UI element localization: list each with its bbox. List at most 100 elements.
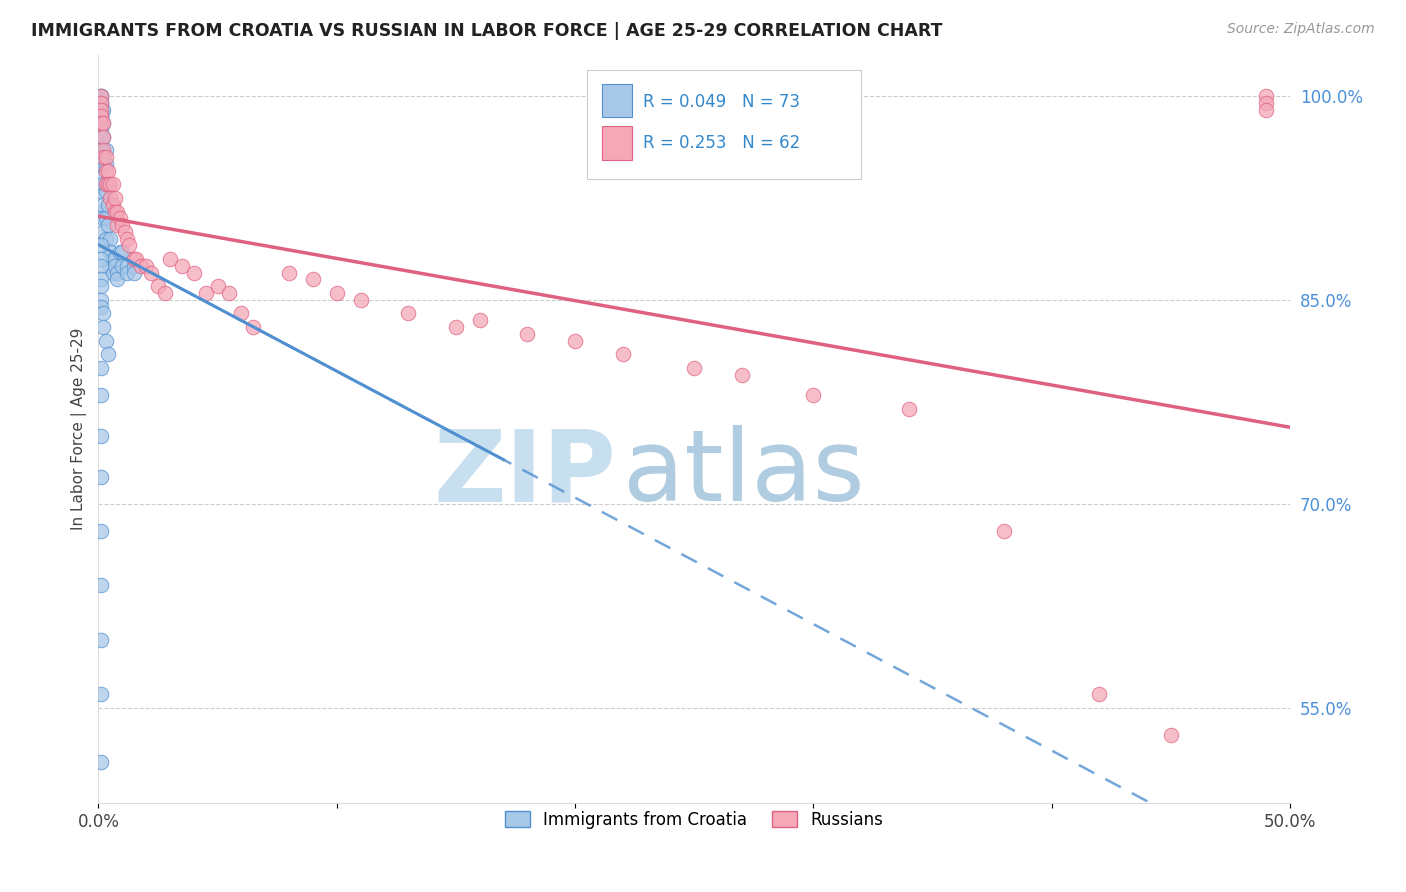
Text: Source: ZipAtlas.com: Source: ZipAtlas.com (1227, 22, 1375, 37)
Text: R = 0.049   N = 73: R = 0.049 N = 73 (643, 93, 800, 111)
Point (122, 259, 145, 273)
Point (94, 334, 117, 348)
Point (94, 150, 117, 164)
Point (94, 211, 117, 226)
Point (683, 360, 706, 375)
Point (98, 232, 121, 246)
Point (1256, 95, 1278, 110)
Point (90, 687, 112, 701)
Point (90, 109, 112, 123)
Point (516, 326, 538, 341)
Point (153, 286, 176, 301)
Text: R = 0.253   N = 62: R = 0.253 N = 62 (643, 135, 800, 153)
Point (104, 259, 127, 273)
Text: ZIP: ZIP (434, 425, 617, 523)
Point (94, 157, 117, 171)
Point (90, 89, 112, 103)
Point (90, 469, 112, 483)
Point (115, 259, 138, 273)
Point (101, 197, 124, 211)
Point (90, 252, 112, 266)
Point (1088, 687, 1111, 701)
Point (207, 279, 229, 293)
Y-axis label: In Labor Force | Age 25-29: In Labor Force | Age 25-29 (72, 328, 87, 530)
Point (90, 129, 112, 144)
Point (91, 157, 114, 171)
Point (612, 347, 634, 361)
Point (183, 266, 205, 280)
Point (90, 105, 112, 120)
Point (104, 204, 127, 219)
Point (108, 211, 131, 226)
Point (91, 197, 114, 211)
Point (146, 279, 169, 293)
Point (125, 252, 148, 266)
Point (107, 266, 129, 280)
Point (170, 259, 193, 273)
Point (90, 204, 112, 219)
Point (90, 123, 112, 137)
Point (91, 225, 114, 239)
Point (731, 368, 754, 382)
FancyBboxPatch shape (603, 84, 633, 117)
Point (90, 524, 112, 538)
Point (468, 313, 491, 327)
Point (122, 266, 145, 280)
Point (90, 259, 112, 273)
Text: IMMIGRANTS FROM CROATIA VS RUSSIAN IN LABOR FORCE | AGE 25-29 CORRELATION CHART: IMMIGRANTS FROM CROATIA VS RUSSIAN IN LA… (31, 22, 942, 40)
Point (90, 106, 112, 120)
Point (122, 252, 145, 266)
Point (101, 266, 124, 280)
Point (194, 286, 217, 301)
FancyBboxPatch shape (603, 126, 633, 160)
Point (90, 279, 112, 293)
Point (90, 116, 112, 130)
Point (94, 232, 117, 246)
Point (90, 755, 112, 769)
Point (231, 306, 253, 320)
Point (94, 178, 117, 192)
Point (90, 429, 112, 443)
Point (111, 259, 134, 273)
Point (97, 197, 120, 211)
Point (115, 266, 138, 280)
Point (91, 306, 114, 320)
Point (101, 178, 124, 192)
Legend: Immigrants from Croatia, Russians: Immigrants from Croatia, Russians (498, 805, 890, 836)
Point (159, 252, 181, 266)
Point (118, 238, 141, 252)
Point (90, 103, 112, 118)
Point (107, 218, 129, 232)
Point (90, 300, 112, 314)
Point (91, 129, 114, 144)
Point (139, 266, 162, 280)
Point (94, 163, 117, 178)
Point (90, 170, 112, 185)
Point (90, 388, 112, 402)
Point (90, 95, 112, 110)
Text: atlas: atlas (623, 425, 865, 523)
Point (94, 184, 117, 198)
Point (111, 245, 134, 260)
Point (98, 259, 121, 273)
Point (104, 252, 127, 266)
Point (91, 211, 114, 226)
Point (90, 103, 112, 117)
Point (107, 204, 129, 219)
Point (108, 245, 131, 260)
FancyBboxPatch shape (586, 70, 860, 178)
Point (97, 163, 120, 178)
Point (115, 232, 138, 246)
Point (90, 103, 112, 117)
Point (98, 178, 121, 192)
Point (90, 95, 112, 110)
Point (91, 116, 114, 130)
Point (104, 191, 127, 205)
Point (1160, 728, 1182, 742)
Point (90, 103, 112, 117)
Point (1256, 89, 1278, 103)
Point (107, 272, 129, 286)
Point (97, 178, 120, 192)
Point (278, 266, 301, 280)
Point (90, 89, 112, 103)
